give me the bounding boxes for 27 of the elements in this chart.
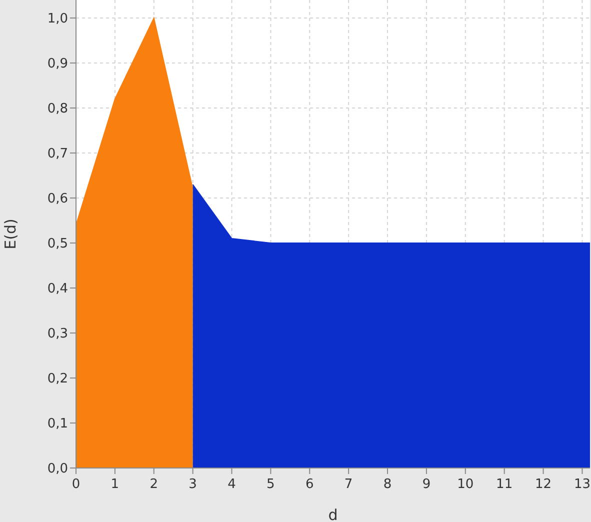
y-tick-label: 0,4 [47, 282, 68, 297]
x-axis-title: d [328, 506, 338, 522]
x-tick-label: 13 [574, 477, 590, 492]
x-tick-label: 3 [188, 477, 197, 492]
y-tick-label: 0,6 [47, 192, 68, 207]
x-tick-label: 4 [228, 477, 236, 492]
x-tick-label: 6 [305, 477, 314, 492]
y-tick-label: 0,7 [47, 146, 68, 162]
y-axis-title: E(d) [1, 218, 20, 250]
y-tick-label: 0,0 [47, 462, 68, 477]
y-tick-label: 0,1 [47, 416, 68, 432]
x-tick-label: 11 [496, 477, 513, 492]
y-tick-label: 1,0 [47, 12, 68, 27]
x-tick-label: 12 [535, 477, 552, 492]
y-tick-label: 0,2 [47, 372, 68, 387]
x-tick-label: 0 [72, 477, 80, 492]
x-tick-label: 1 [110, 477, 120, 492]
x-tick-label: 8 [383, 477, 392, 492]
x-tick-label: 5 [266, 477, 275, 492]
x-tick-label: 10 [457, 477, 474, 492]
y-tick-label: 0,3 [47, 326, 68, 342]
y-tick-label: 0,5 [47, 236, 68, 252]
x-tick-label: 2 [150, 477, 158, 492]
x-tick-label: 7 [344, 477, 353, 492]
x-tick-label: 9 [422, 477, 431, 492]
y-tick-label: 0,9 [47, 56, 68, 72]
y-tick-label: 0,8 [47, 102, 68, 117]
